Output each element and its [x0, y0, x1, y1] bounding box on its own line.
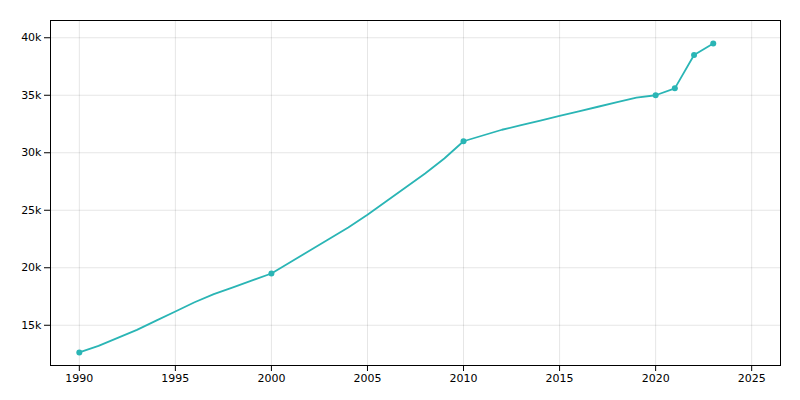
svg-text:20k: 20k — [21, 261, 42, 274]
svg-text:1995: 1995 — [161, 372, 189, 385]
svg-text:1990: 1990 — [65, 372, 93, 385]
svg-text:2020: 2020 — [642, 372, 670, 385]
svg-text:2010: 2010 — [450, 372, 478, 385]
svg-text:40k: 40k — [21, 31, 42, 44]
svg-text:2000: 2000 — [257, 372, 285, 385]
svg-text:25k: 25k — [21, 204, 42, 217]
svg-text:30k: 30k — [21, 146, 42, 159]
svg-text:15k: 15k — [21, 319, 42, 332]
svg-text:2005: 2005 — [353, 372, 381, 385]
svg-text:2015: 2015 — [546, 372, 574, 385]
svg-text:2025: 2025 — [738, 372, 766, 385]
svg-text:35k: 35k — [21, 89, 42, 102]
